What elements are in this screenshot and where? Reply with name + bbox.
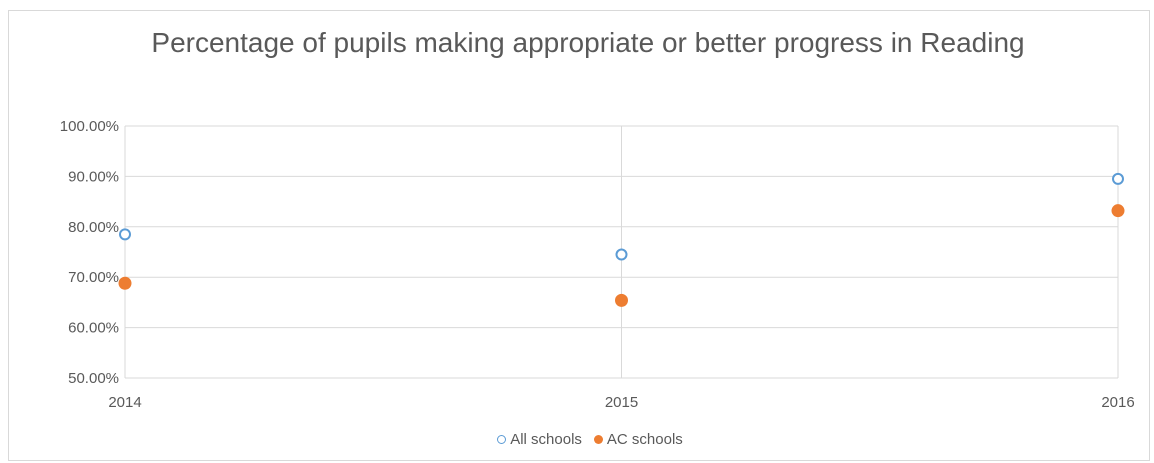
x-tick-label: 2015: [605, 394, 638, 411]
chart-frame: [8, 10, 1150, 461]
chart-plot: 50.00% 60.00% 70.00% 80.00% 90.00% 100.00% 201…: [60, 118, 1135, 411]
legend-marker-all-schools: [497, 435, 507, 444]
data-point-all-schools: [1112, 172, 1124, 185]
data-point-ac-schools: [1111, 204, 1125, 218]
data-point-all-schools: [615, 248, 628, 261]
y-tick-label: 100.00%: [60, 118, 119, 135]
chart-title: Percentage of pupils making appropriate …: [151, 27, 1025, 58]
legend-marker-ac-schools: [593, 435, 603, 444]
data-point-all-schools: [119, 228, 131, 241]
y-tick-label: 70.00%: [68, 269, 119, 286]
legend-label-ac-schools: AC schools: [606, 431, 683, 448]
y-tick-label: 60.00%: [68, 320, 119, 337]
chart-legend: All schools AC schools: [0, 431, 1154, 448]
data-point-ac-schools: [615, 293, 628, 307]
legend-item-all-schools: All schools: [497, 431, 582, 448]
y-tick-label: 90.00%: [68, 168, 119, 185]
x-tick-label: 2016: [1101, 394, 1134, 411]
x-tick-label: 2014: [108, 394, 141, 411]
y-tick-label: 50.00%: [68, 370, 119, 387]
y-tick-label: 80.00%: [68, 219, 119, 236]
data-point-ac-schools: [118, 276, 132, 290]
legend-item-ac-schools: AC schools: [593, 431, 683, 448]
legend-label-all-schools: All schools: [510, 431, 582, 448]
